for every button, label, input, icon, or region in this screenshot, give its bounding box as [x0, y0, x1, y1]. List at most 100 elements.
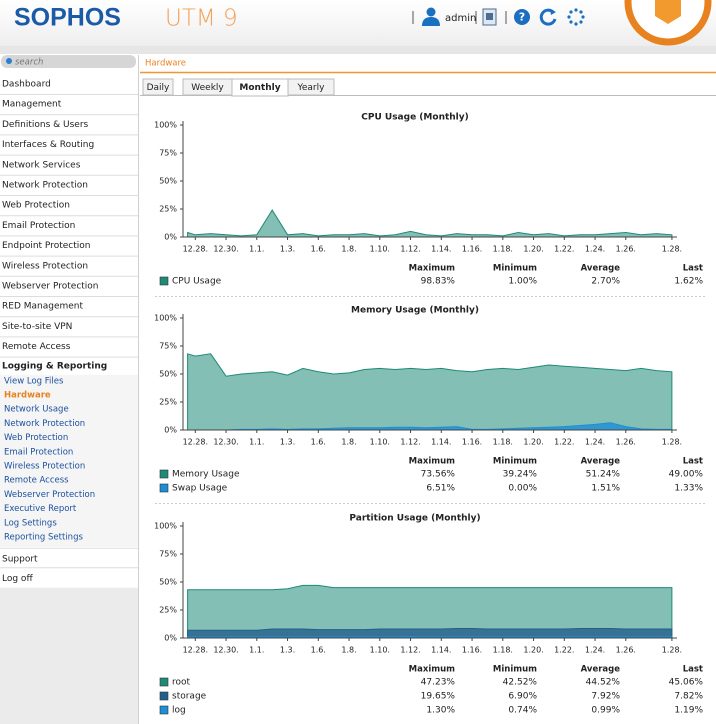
stats-value: 39.24%: [503, 470, 538, 480]
y-tick-label: 50%: [159, 578, 177, 587]
nav-item[interactable]: Site-to-site VPN: [2, 322, 72, 332]
nav-item[interactable]: RED Management: [2, 302, 83, 312]
x-tick-label: 1.24.: [585, 438, 605, 447]
nav-item[interactable]: Dashboard: [2, 80, 51, 90]
subnav-item[interactable]: Hardware: [4, 391, 51, 401]
user-icon[interactable]: [422, 7, 440, 27]
docs-icon[interactable]: [482, 8, 497, 26]
stats-value: 1.30%: [426, 706, 455, 716]
legend-label: Memory Usage: [172, 470, 240, 480]
chart-title: Partition Usage (Monthly): [349, 514, 480, 524]
nav-item[interactable]: Management: [2, 100, 62, 110]
stats-value: 1.19%: [674, 706, 703, 716]
x-tick-label: 1.1.: [249, 438, 264, 447]
reload-icon[interactable]: [539, 8, 557, 26]
area-series: [187, 209, 673, 238]
tab[interactable]: [142, 78, 174, 96]
activity-icon[interactable]: [567, 8, 585, 26]
nav-item[interactable]: Webserver Protection: [2, 282, 99, 292]
subnav-item[interactable]: Wireless Protection: [4, 462, 85, 472]
subnav-item[interactable]: Log Settings: [4, 518, 57, 528]
stats-header: Minimum: [493, 264, 537, 274]
stats-value: 0.99%: [591, 706, 620, 716]
x-tick-label: 12.28.: [183, 438, 208, 447]
x-tick-label: 1.28.: [662, 438, 682, 447]
subnav-item[interactable]: Reporting Settings: [4, 533, 83, 543]
chart-title: Memory Usage (Monthly): [351, 306, 479, 316]
x-tick-label: 1.24.: [585, 646, 605, 655]
stats-value: 1.33%: [674, 484, 703, 494]
nav-item[interactable]: Web Protection: [2, 201, 70, 211]
x-tick-label: 1.16.: [462, 245, 482, 254]
stats-value: 98.83%: [421, 277, 456, 287]
x-tick-label: 1.3.: [280, 245, 295, 254]
brand-badge: [624, 0, 712, 46]
legend-swatch: [159, 705, 169, 715]
y-tick-label: 0%: [164, 233, 177, 242]
stats-header: Minimum: [493, 665, 537, 675]
x-tick-label: 1.6.: [311, 245, 326, 254]
breadcrumb: Hardware: [145, 59, 186, 69]
nav-item[interactable]: Endpoint Protection: [2, 241, 90, 251]
x-tick-label: 1.18.: [493, 245, 513, 254]
x-tick-label: 1.28.: [662, 245, 682, 254]
stats-header: Minimum: [493, 457, 537, 467]
x-tick-label: 1.16.: [462, 646, 482, 655]
x-tick-label: 1.12.: [400, 438, 420, 447]
x-tick-label: 12.28.: [183, 646, 208, 655]
x-tick-label: 1.18.: [493, 646, 513, 655]
nav-item[interactable]: Remote Access: [2, 342, 71, 352]
subnav-item[interactable]: Network Usage: [4, 405, 69, 415]
reload-arrow: [550, 9, 556, 15]
legend-label: CPU Usage: [172, 277, 222, 287]
user-name[interactable]: admin: [445, 13, 476, 24]
nav-item[interactable]: Email Protection: [2, 221, 75, 231]
stats-header: Last: [683, 457, 703, 467]
area-series: [187, 422, 673, 431]
stats-header: Last: [683, 264, 703, 274]
stats-value: 45.06%: [669, 678, 704, 688]
y-tick-label: 50%: [159, 177, 177, 186]
stats-header: Average: [581, 665, 621, 675]
subnav-item[interactable]: Webserver Protection: [4, 490, 95, 500]
nav-item[interactable]: Log off: [2, 574, 33, 584]
area-series: [187, 353, 673, 431]
legend-label: storage: [172, 692, 207, 702]
nav-item[interactable]: Support: [2, 554, 38, 564]
subnav-item[interactable]: Remote Access: [4, 476, 69, 486]
x-tick-label: 1.24.: [585, 245, 605, 254]
tab-label: Yearly: [297, 83, 326, 93]
nav-item[interactable]: Wireless Protection: [2, 261, 88, 271]
legend-label: log: [172, 706, 186, 716]
subnav-item[interactable]: Network Protection: [4, 419, 85, 429]
nav-item[interactable]: Network Protection: [2, 181, 88, 191]
tab-label: Weekly: [191, 83, 224, 93]
stats-value: 19.65%: [421, 692, 456, 702]
subnav-item[interactable]: Web Protection: [4, 433, 68, 443]
nav-item[interactable]: Interfaces & Routing: [2, 140, 94, 150]
header-strip: [0, 46, 716, 54]
x-tick-label: 1.22.: [554, 245, 574, 254]
tab[interactable]: [287, 78, 335, 96]
y-tick-label: 25%: [159, 205, 177, 214]
stats-value: 0.00%: [508, 484, 537, 494]
search-placeholder: search: [15, 58, 43, 68]
stats-value: 6.90%: [508, 692, 537, 702]
stats-value: 1.51%: [591, 484, 620, 494]
subnav-item[interactable]: View Log Files: [4, 376, 64, 386]
stats-header: Maximum: [409, 264, 455, 274]
help-icon[interactable]: ?: [514, 9, 530, 25]
x-tick-label: 1.6.: [311, 438, 326, 447]
nav-section[interactable]: Logging & Reporting: [2, 361, 107, 371]
stats-value: 73.56%: [421, 470, 456, 480]
nav-item[interactable]: Network Services: [2, 160, 81, 170]
subnav-item[interactable]: Email Protection: [4, 447, 73, 457]
x-tick-label: 1.8.: [341, 245, 356, 254]
search-box[interactable]: [1, 55, 136, 68]
breadcrumb-bar: [140, 55, 716, 72]
x-tick-label: 1.26.: [616, 245, 636, 254]
subnav-item[interactable]: Executive Report: [4, 504, 77, 514]
x-tick-label: 1.10.: [370, 245, 390, 254]
stats-value: 51.24%: [586, 470, 621, 480]
nav-item[interactable]: Definitions & Users: [2, 120, 89, 130]
